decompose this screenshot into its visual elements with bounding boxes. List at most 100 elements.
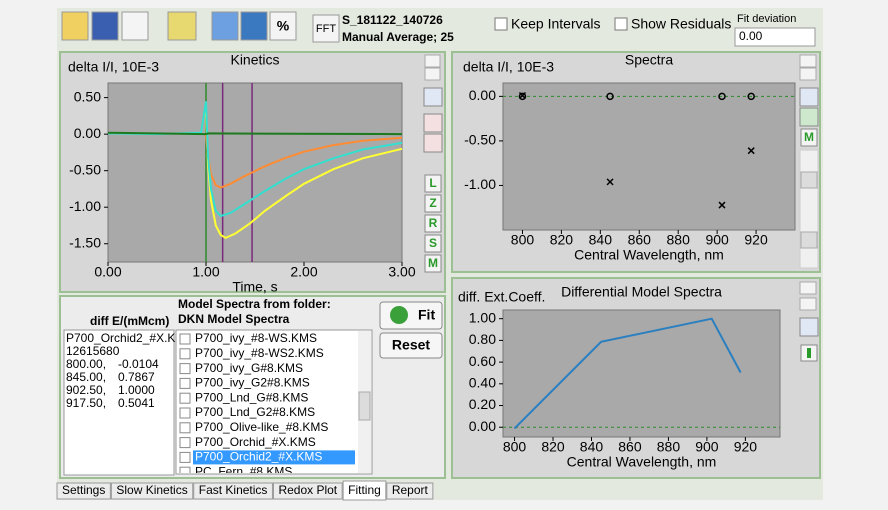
y-axis-label: delta I/I, 10E-3 [68, 59, 159, 75]
x-tick-label: 920 [744, 232, 768, 248]
tab[interactable] [110, 482, 194, 500]
point [747, 147, 755, 155]
list-item[interactable]: P700_ivy_#8-WS.KMS [195, 331, 317, 345]
side-button-label: M [428, 256, 438, 270]
x-tick-label: 800 [511, 232, 535, 248]
tab-label: Fast Kinetics [199, 483, 268, 497]
tab[interactable] [342, 480, 387, 501]
diff-textarea[interactable] [63, 329, 175, 476]
data-line [205, 112, 403, 240]
y-tick-label: 0.00 [469, 418, 496, 434]
list-item[interactable]: P700_ivy_#8-WS2.KMS [195, 346, 324, 360]
y-tick-label: 0.40 [469, 375, 496, 391]
checkbox[interactable] [179, 333, 191, 345]
scroll-down[interactable] [799, 67, 817, 81]
checkbox[interactable] [179, 437, 191, 449]
side-button[interactable] [424, 194, 442, 213]
fft-button[interactable] [312, 14, 340, 43]
chart-button[interactable] [799, 107, 819, 127]
list-item[interactable]: P700_Lnd_G2#8.KMS [195, 405, 315, 419]
fit-deviation-label: Fit deviation [737, 13, 796, 25]
y-tick-label: 0.80 [469, 331, 496, 347]
tab-label: Settings [62, 483, 105, 497]
list-item[interactable]: P700_Orchid_#X.KMS [195, 435, 316, 449]
x-tick-label: 900 [695, 439, 719, 455]
checkbox[interactable] [614, 17, 628, 31]
open-button[interactable] [61, 11, 89, 41]
y-tick-label: -1.00 [69, 198, 101, 214]
side-button[interactable] [424, 254, 442, 273]
data-line [107, 101, 403, 218]
scroll-up[interactable] [799, 281, 817, 295]
export-button[interactable] [167, 11, 197, 41]
scroll-down[interactable] [799, 297, 817, 311]
chart-title: Differential Model Spectra [561, 284, 722, 300]
tab[interactable] [56, 482, 111, 500]
list-heading: Model Spectra from folder: [178, 297, 331, 311]
percent-button[interactable] [269, 11, 297, 41]
zoom-button[interactable] [240, 11, 268, 41]
chart-button[interactable] [423, 87, 443, 107]
scroll-up[interactable] [799, 54, 817, 68]
reset-button[interactable] [379, 332, 443, 359]
keep-intervals: Keep Intervals [511, 16, 601, 32]
x-tick-label: 860 [628, 232, 652, 248]
x-tick-label: 1.00 [192, 264, 219, 280]
scroll-thumb[interactable] [800, 171, 818, 189]
scrollbar[interactable] [799, 149, 819, 269]
side-button[interactable] [800, 128, 818, 147]
tab-label: Redox Plot [278, 483, 337, 497]
selected-row [193, 450, 355, 465]
checkbox[interactable] [179, 407, 191, 419]
y-tick-label: 1.00 [469, 309, 496, 325]
data-line [205, 134, 403, 189]
side-button[interactable] [424, 174, 442, 193]
list-item[interactable]: P700_Lnd_G#8.KMS [195, 390, 308, 404]
x-tick-label: 920 [734, 439, 758, 455]
list-thumb[interactable] [358, 391, 371, 421]
fit-icon [390, 306, 408, 324]
checkbox[interactable] [179, 451, 191, 463]
side-button-label: R [429, 216, 438, 230]
scroll-thumb[interactable] [800, 231, 818, 249]
x-tick-label: 900 [705, 232, 729, 248]
checkbox[interactable] [179, 422, 191, 434]
list-item[interactable]: P700_ivy_G#8.KMS [195, 361, 303, 375]
checkbox[interactable] [179, 363, 191, 375]
checkbox[interactable] [179, 466, 191, 477]
checkbox[interactable] [179, 377, 191, 389]
save-button[interactable] [91, 11, 119, 41]
file-name: S_181122_140726 [342, 13, 443, 27]
copy-button[interactable] [121, 11, 149, 41]
fit-deviation-input[interactable] [734, 27, 816, 47]
diff-cell: 800.00, [66, 357, 106, 371]
tab[interactable] [272, 482, 343, 500]
side-button[interactable] [424, 214, 442, 233]
interval-button[interactable] [211, 11, 239, 41]
list-item[interactable]: P700_Orchid2_#X.KMS [195, 450, 322, 464]
scroll-down[interactable] [424, 67, 441, 81]
checkbox[interactable] [179, 392, 191, 404]
fft-label: FFT [316, 23, 336, 35]
chart-button[interactable] [799, 87, 819, 107]
scroll-up[interactable] [424, 54, 441, 68]
zoom-in-button[interactable] [423, 113, 443, 133]
zoom-out-button[interactable] [423, 133, 443, 153]
x-tick-label: 880 [667, 232, 691, 248]
y-tick-label: -1.50 [69, 234, 101, 250]
data-line [107, 131, 403, 136]
list-item[interactable]: PC_Fern_#8.KMS [195, 464, 292, 478]
y-tick-label: 0.00 [74, 125, 101, 141]
chart-button[interactable] [799, 317, 819, 337]
tab[interactable] [193, 482, 273, 500]
y-axis-label: diff. Ext.Coeff. [458, 289, 545, 305]
side-button[interactable] [424, 234, 442, 253]
diff-name: P700_Orchid2_#X.KM [66, 331, 185, 345]
list-item[interactable]: P700_Olive-like_#8.KMS [195, 420, 328, 434]
diff-cell: 845.00, [66, 370, 106, 384]
diff-cell: 0.5041 [118, 396, 155, 410]
list-item[interactable]: P700_ivy_G2#8.KMS [195, 376, 310, 390]
checkbox[interactable] [494, 17, 508, 31]
tab[interactable] [386, 482, 434, 500]
checkbox[interactable] [179, 348, 191, 360]
